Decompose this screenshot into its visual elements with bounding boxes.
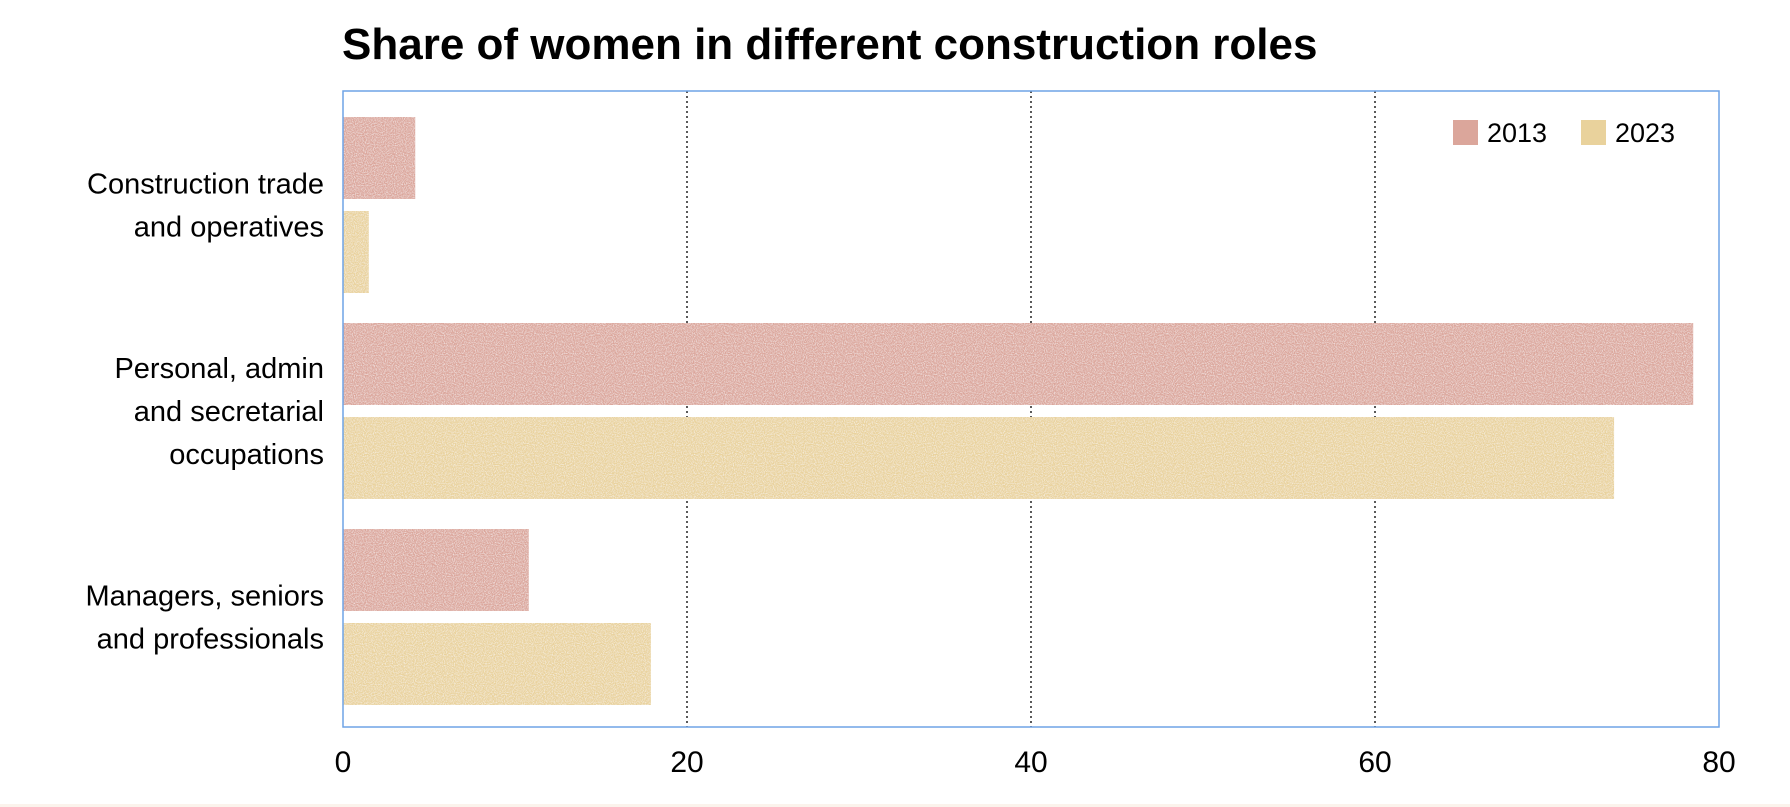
bar-2013-0 bbox=[343, 117, 416, 199]
x-tick-label: 0 bbox=[335, 746, 352, 779]
chart-title: Share of women in different construction… bbox=[342, 20, 1318, 69]
category-label: and operatives bbox=[134, 212, 324, 244]
bar-2023-0 bbox=[343, 211, 369, 293]
legend-label: 2023 bbox=[1615, 118, 1675, 148]
category-label: Personal, admin bbox=[114, 353, 324, 385]
category-label: occupations bbox=[169, 439, 324, 471]
category-label: Construction trade bbox=[87, 169, 324, 201]
category-label: Managers, seniors bbox=[85, 581, 324, 613]
bar-2013-2 bbox=[343, 529, 529, 611]
category-label: and professionals bbox=[97, 624, 324, 656]
category-label: and secretarial bbox=[134, 396, 324, 428]
x-tick-label: 40 bbox=[1014, 746, 1047, 779]
bar-2023-2 bbox=[343, 623, 651, 705]
plot-frame bbox=[342, 90, 1720, 728]
legend-swatch-2023 bbox=[1581, 120, 1606, 145]
bar-2023-1 bbox=[343, 417, 1615, 499]
x-tick-label: 80 bbox=[1702, 746, 1735, 779]
bottom-strip bbox=[0, 804, 1790, 807]
x-tick-label: 60 bbox=[1358, 746, 1391, 779]
legend-label: 2013 bbox=[1487, 118, 1547, 148]
bar-2013-1 bbox=[343, 323, 1694, 405]
x-tick-label: 20 bbox=[670, 746, 703, 779]
legend-swatch-2013 bbox=[1453, 120, 1478, 145]
